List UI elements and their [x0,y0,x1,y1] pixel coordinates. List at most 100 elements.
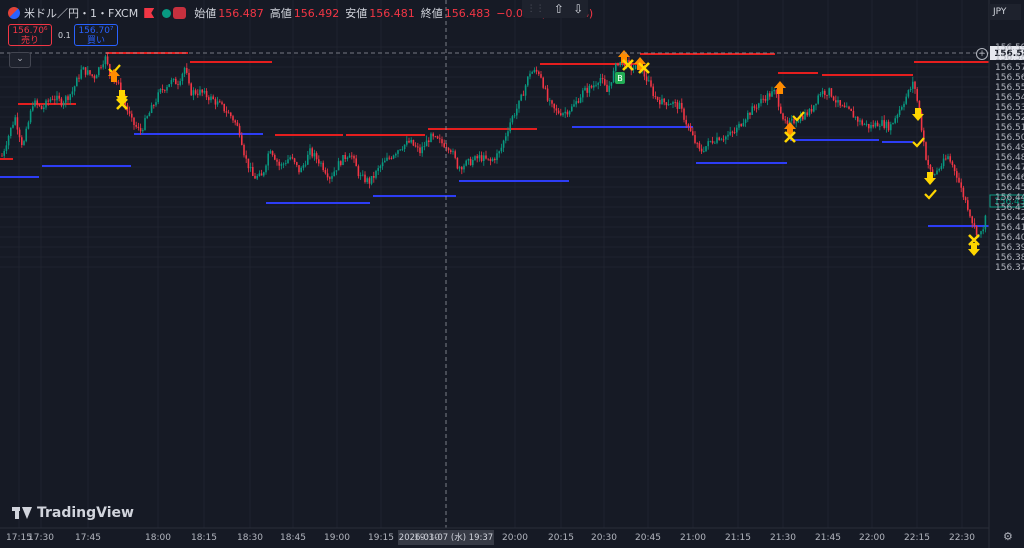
symbol-title[interactable]: 米ドル／円・1・FXCM [24,7,139,20]
candle-body [93,75,96,79]
candle-body [777,94,780,107]
high-label: 高値 [269,7,292,20]
candle-body [12,124,14,128]
candle-body [788,120,791,124]
candle-body [10,127,12,136]
candle-body [148,112,151,117]
candle-body [797,121,800,123]
buy-button[interactable]: 156.70⁷ 買い [74,24,118,46]
candle-body [835,100,837,103]
candle-body [700,148,703,152]
candle-body [397,150,399,154]
candle-body [216,101,219,105]
candle-body [186,67,188,73]
candle-body [652,86,654,96]
candle-body [617,63,619,66]
candle-body [518,100,520,109]
candle-body [929,164,932,170]
candle-body [179,81,181,85]
candle-body [183,67,186,74]
candle-body [799,115,802,122]
alert-icon[interactable] [173,7,187,19]
candle-body [456,157,459,169]
chevron-down-icon[interactable]: ⌄ [9,52,31,68]
arrow-down-icon[interactable]: ⇩ [573,2,584,16]
candle-body [478,155,481,159]
add-alert-icon[interactable]: + [976,48,988,60]
time-tick-label: 20:15 [548,533,574,543]
candle-body [740,123,742,127]
candle-body [18,129,21,138]
candle-body [546,88,549,101]
candle-body [753,106,756,108]
candle-body [25,128,27,142]
candle-body [949,156,951,162]
candle-body [870,125,872,129]
buy-price: 156.70⁷ [78,26,114,36]
candle-body [648,80,650,82]
candle-body [322,162,324,171]
candle-body [707,141,709,147]
candle-body [945,158,947,160]
candle-body [161,88,164,91]
candle-body [544,87,547,89]
currency-select[interactable]: JPY [989,4,1021,20]
candle-body [876,122,879,127]
candle-body [762,98,764,100]
arrow-down-icon [968,243,980,256]
time-tick-label: 19:30 [414,533,440,543]
brand-name: TradingView [37,505,134,521]
candle-body [936,170,938,175]
last-price-badge [989,194,1024,208]
candle-body [529,73,531,77]
candle-body [469,158,472,166]
candle-body [579,97,582,103]
time-tick-label: 21:30 [770,533,796,543]
candle-body [604,79,606,85]
candle-body [69,94,71,100]
candle-body [278,161,280,166]
candle-body [49,99,52,102]
candle-body [967,200,969,210]
flag-icon[interactable] [144,8,155,18]
candle-body [38,104,41,106]
candle-body [1,155,3,157]
open-label: 始値 [194,7,217,20]
candle-body [520,94,522,101]
gear-icon[interactable]: ⚙ [1003,530,1013,543]
candle-body [441,139,443,144]
candle-body [247,158,250,169]
candle-body [89,70,91,75]
candle-body [128,111,131,114]
candle-body [612,70,615,83]
time-tick-label: 18:15 [191,533,217,543]
candle-body [542,77,544,88]
sell-button[interactable]: 156.70⁶ 売り [8,24,52,46]
candle-body [665,102,668,106]
candle-body [819,94,822,96]
tradingview-logo[interactable]: TradingView [12,505,134,521]
candle-body [496,153,498,161]
candle-body [516,108,518,116]
candle-body [377,168,379,171]
candle-body [302,165,305,168]
candle-body [670,104,672,105]
candle-body [84,67,87,75]
candle-body [872,125,874,127]
candle-body [91,74,93,76]
arrow-up-icon[interactable]: ⇧ [553,2,564,16]
candle-body [749,112,751,115]
candle-body [857,116,859,122]
candle-body [527,76,529,86]
spread-value: 0.1 [58,31,71,40]
candle-body [450,150,452,153]
candle-body [916,88,918,101]
low-label: 安値 [345,7,368,20]
drag-handle-icon[interactable]: ⋮⋮ [526,4,545,14]
candle-body [830,88,833,97]
candle-body [828,88,830,96]
candle-body [984,215,987,230]
candle-body [408,140,410,143]
